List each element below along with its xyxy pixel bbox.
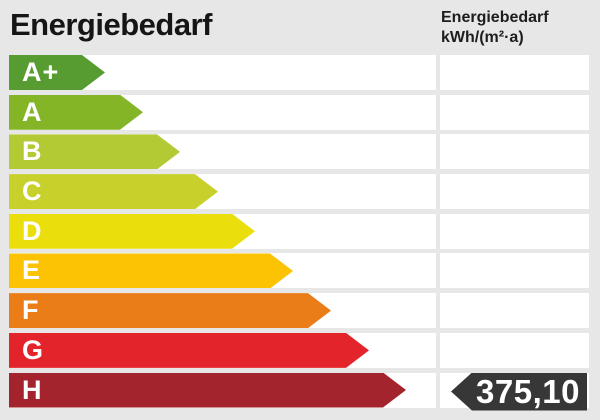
value-cell bbox=[440, 174, 589, 210]
class-arrow-label: C bbox=[22, 176, 43, 207]
scale-row: C bbox=[9, 174, 589, 210]
scale-row: F bbox=[9, 293, 589, 329]
scale-track: E bbox=[9, 253, 436, 289]
value-cell bbox=[440, 134, 589, 170]
scale-row: D bbox=[9, 213, 589, 249]
class-arrow-label: F bbox=[22, 295, 40, 326]
scale-track: B bbox=[9, 134, 436, 170]
scale-row: G bbox=[9, 332, 589, 368]
class-arrow: F bbox=[9, 293, 331, 328]
page-title: Energiebedarf bbox=[10, 7, 212, 42]
value-cell: 375,10 bbox=[440, 372, 589, 411]
value-cell bbox=[440, 293, 589, 329]
value-cell bbox=[440, 253, 589, 289]
value-column-title: Energiebedarf bbox=[441, 9, 549, 26]
class-arrow: G bbox=[9, 333, 369, 368]
class-arrow-label: G bbox=[22, 334, 45, 365]
class-arrow: D bbox=[9, 214, 255, 249]
scale-track: F bbox=[9, 293, 436, 329]
scale-track: G bbox=[9, 332, 436, 368]
class-arrow: H bbox=[9, 373, 406, 408]
scale-row: B bbox=[9, 134, 589, 170]
scale-rows: A+ A B C D bbox=[9, 55, 589, 412]
scale-track: D bbox=[9, 213, 436, 249]
scale-row: A bbox=[9, 94, 589, 130]
scale-track: H bbox=[9, 372, 436, 408]
scale-track: A+ bbox=[9, 55, 436, 90]
class-arrow-label: E bbox=[22, 255, 42, 286]
class-arrow: A bbox=[9, 95, 143, 130]
value-marker-arrow: 375,10 bbox=[451, 372, 587, 411]
class-arrow: B bbox=[9, 134, 180, 169]
scale-track: C bbox=[9, 174, 436, 210]
scale-row: A+ bbox=[9, 55, 589, 90]
class-arrow-label: A+ bbox=[22, 57, 60, 87]
class-arrow-label: A bbox=[22, 96, 43, 127]
value-cell bbox=[440, 94, 589, 130]
value-text: 375,10 bbox=[476, 373, 580, 410]
scale-track: A bbox=[9, 94, 436, 130]
class-arrow: C bbox=[9, 174, 218, 209]
class-arrow: E bbox=[9, 253, 293, 288]
value-cell bbox=[440, 332, 589, 368]
value-column-header: Energiebedarf kWh/(m²·a) bbox=[441, 8, 549, 48]
value-cell bbox=[440, 213, 589, 249]
class-arrow-label: D bbox=[22, 215, 43, 246]
scale-row: H 375,10 bbox=[9, 372, 589, 411]
value-cell bbox=[440, 55, 589, 90]
scale-row: E bbox=[9, 253, 589, 289]
class-arrow: A+ bbox=[9, 55, 105, 90]
class-arrow-label: H bbox=[22, 374, 43, 405]
class-arrow-label: B bbox=[22, 136, 43, 167]
value-column-unit: kWh/(m²·a) bbox=[441, 29, 524, 46]
